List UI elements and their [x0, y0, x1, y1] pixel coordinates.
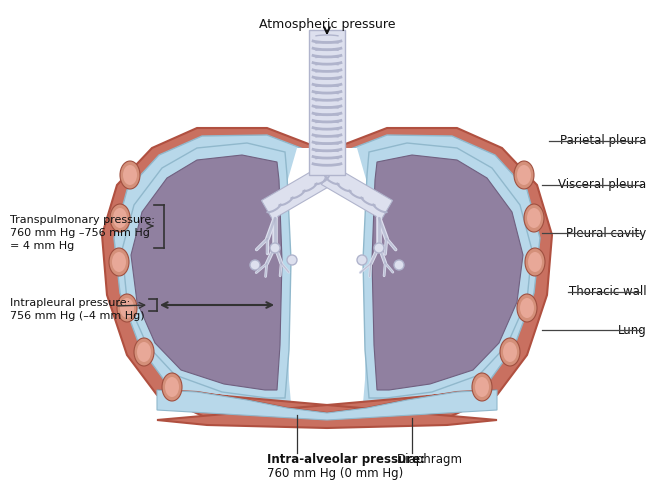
Polygon shape — [261, 166, 332, 220]
Ellipse shape — [137, 342, 151, 362]
Ellipse shape — [525, 248, 545, 276]
Polygon shape — [114, 135, 540, 415]
Text: Thoracic wall: Thoracic wall — [569, 285, 646, 298]
Polygon shape — [309, 30, 345, 175]
Ellipse shape — [113, 208, 127, 228]
Polygon shape — [131, 155, 282, 390]
Ellipse shape — [514, 161, 534, 189]
Text: Parietal pleura: Parietal pleura — [560, 135, 646, 147]
Text: Diaphragm: Diaphragm — [397, 453, 463, 466]
Ellipse shape — [528, 252, 542, 272]
Polygon shape — [282, 148, 372, 415]
Polygon shape — [372, 155, 523, 390]
Text: Pleural cavity: Pleural cavity — [566, 227, 646, 240]
Text: Visceral pleura: Visceral pleura — [558, 178, 646, 191]
Polygon shape — [122, 143, 291, 398]
Circle shape — [394, 260, 404, 270]
Ellipse shape — [123, 165, 137, 185]
Ellipse shape — [472, 373, 492, 401]
Text: 760 mm Hg (0 mm Hg): 760 mm Hg (0 mm Hg) — [267, 467, 404, 480]
Text: = 4 mm Hg: = 4 mm Hg — [10, 241, 74, 251]
Ellipse shape — [500, 338, 520, 366]
Ellipse shape — [524, 204, 544, 232]
Ellipse shape — [162, 373, 182, 401]
Text: 756 mm Hg (–4 mm Hg): 756 mm Hg (–4 mm Hg) — [10, 311, 144, 321]
Ellipse shape — [165, 377, 179, 397]
Text: Intrapleural pressure:: Intrapleural pressure: — [10, 298, 130, 308]
Text: Intra-alveolar pressure:: Intra-alveolar pressure: — [267, 453, 425, 466]
Polygon shape — [102, 128, 552, 427]
Ellipse shape — [109, 248, 129, 276]
Circle shape — [357, 255, 367, 265]
Ellipse shape — [475, 377, 489, 397]
Polygon shape — [157, 390, 497, 420]
Polygon shape — [363, 143, 532, 398]
Ellipse shape — [134, 338, 154, 366]
Ellipse shape — [520, 298, 534, 318]
Ellipse shape — [527, 208, 541, 228]
Circle shape — [270, 243, 280, 253]
Polygon shape — [157, 390, 497, 428]
Ellipse shape — [120, 161, 140, 189]
Circle shape — [287, 255, 297, 265]
Ellipse shape — [503, 342, 517, 362]
Text: Lung: Lung — [618, 324, 646, 337]
Ellipse shape — [117, 294, 137, 322]
Ellipse shape — [120, 298, 134, 318]
Ellipse shape — [517, 165, 531, 185]
Ellipse shape — [110, 204, 130, 232]
Ellipse shape — [517, 294, 537, 322]
Text: Transpulmonary pressure:: Transpulmonary pressure: — [10, 215, 155, 225]
Text: Atmospheric pressure: Atmospheric pressure — [259, 18, 395, 31]
Polygon shape — [321, 166, 392, 220]
Circle shape — [374, 243, 384, 253]
Ellipse shape — [112, 252, 126, 272]
Circle shape — [250, 260, 260, 270]
Text: 760 mm Hg –756 mm Hg: 760 mm Hg –756 mm Hg — [10, 228, 150, 238]
